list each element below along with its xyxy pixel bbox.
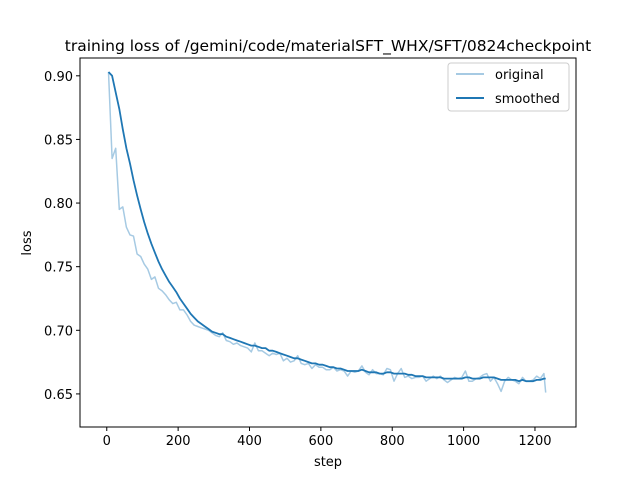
x-tick-label: 1000 (447, 434, 480, 449)
y-tick-label: 0.80 (44, 197, 73, 212)
y-axis-label: loss (20, 230, 35, 255)
chart-title: training loss of /gemini/code/materialSF… (65, 37, 591, 56)
x-tick-label: 600 (308, 434, 333, 449)
y-tick-label: 0.85 (44, 133, 73, 148)
y-tick-label: 0.65 (44, 388, 73, 403)
x-tick-label: 0 (103, 434, 111, 449)
x-axis-label: step (314, 455, 342, 470)
y-tick-label: 0.90 (44, 70, 73, 85)
legend-label-smoothed: smoothed (495, 92, 560, 107)
plot-frame (79, 57, 577, 428)
x-tick-label: 200 (166, 434, 191, 449)
series-line-smoothed (107, 71, 546, 383)
legend: original smoothed (447, 62, 570, 112)
y-tick-label: 0.75 (44, 261, 73, 276)
series-line-original (107, 71, 547, 393)
x-tick-label: 800 (380, 434, 405, 449)
legend-label-original: original (495, 68, 544, 83)
x-tick-label: 400 (237, 434, 262, 449)
y-tick-label: 0.70 (44, 324, 73, 339)
x-tick-label: 1200 (518, 434, 551, 449)
